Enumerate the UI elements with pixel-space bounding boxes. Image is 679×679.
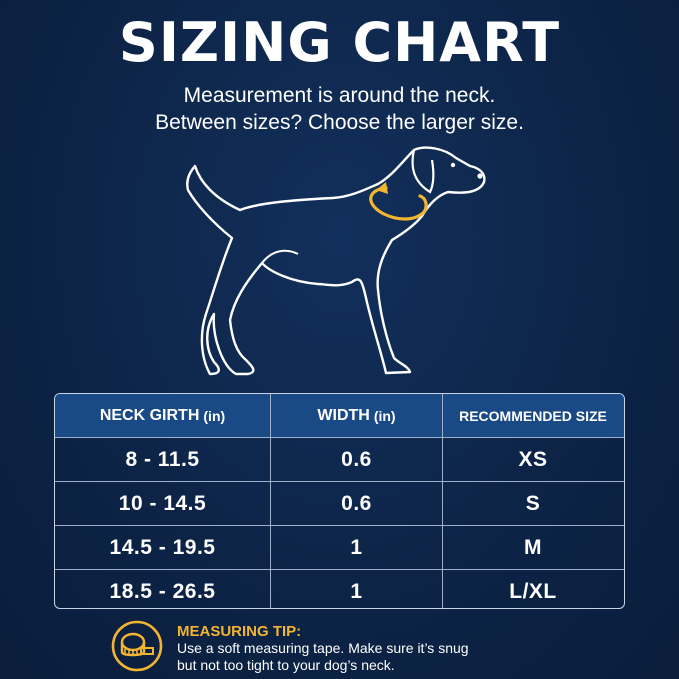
- dog-back-leg-line: [261, 249, 299, 264]
- cell-width: 1: [270, 570, 442, 608]
- header-recommended-size: RECOMMENDED SIZE: [442, 394, 623, 437]
- dog-nose: [477, 173, 483, 179]
- tip-text-line-1: Use a soft measuring tape. Make sure it’…: [177, 640, 469, 656]
- measuring-tape-icon: [111, 620, 163, 672]
- header-neck-girth: NECK GIRTH (in): [55, 394, 270, 437]
- neck-arrow-head: [376, 182, 388, 194]
- cell-neck-girth: 18.5 - 26.5: [109, 579, 216, 603]
- cell-width: 1: [270, 526, 442, 569]
- dog-ear: [411, 149, 435, 194]
- cell-width: 0.6: [270, 438, 442, 481]
- cell-size: M: [442, 526, 623, 569]
- header-neck-girth-unit: (in): [203, 407, 226, 424]
- dog-outline-icon: [186, 146, 486, 376]
- table-row: 8 - 11.5 0.6 XS: [55, 437, 624, 481]
- cell-neck-girth: 10 - 14.5: [118, 491, 207, 515]
- table-row: 10 - 14.5 0.6 S: [55, 481, 624, 525]
- tip-title: MEASURING TIP:: [177, 623, 302, 640]
- neck-measuring-arrow: [369, 186, 428, 221]
- header-width-label: WIDTH: [317, 406, 370, 424]
- header-width: WIDTH (in): [270, 394, 442, 437]
- sizing-table: NECK GIRTH (in) WIDTH (in) RECOMMENDED S…: [54, 393, 625, 609]
- subtitle-line-1: Measurement is around the neck.: [183, 84, 496, 107]
- cell-neck-girth: 8 - 11.5: [125, 447, 200, 471]
- page-title: SIZING CHART: [118, 11, 561, 74]
- cell-size: XS: [442, 438, 623, 481]
- cell-neck-girth: 14.5 - 19.5: [109, 535, 216, 559]
- dog-eye: [450, 162, 456, 168]
- tip-text-line-2: but not too tight to your dog’s neck.: [177, 657, 395, 673]
- header-recommended-size-label: RECOMMENDED SIZE: [459, 407, 607, 424]
- subtitle-line-2: Between sizes? Choose the larger size.: [155, 111, 524, 134]
- dog-body-outline: [186, 146, 486, 376]
- table-row: 18.5 - 26.5 1 L/XL: [55, 569, 624, 608]
- tip-text: Use a soft measuring tape. Make sure it’…: [177, 640, 557, 674]
- table-header-row: NECK GIRTH (in) WIDTH (in) RECOMMENDED S…: [55, 394, 624, 437]
- cell-width: 0.6: [270, 482, 442, 525]
- header-width-unit: (in): [373, 407, 396, 424]
- header-neck-girth-label: NECK GIRTH: [99, 406, 200, 424]
- table-row: 14.5 - 19.5 1 M: [55, 525, 624, 569]
- cell-size: S: [442, 482, 623, 525]
- subtitle: Measurement is around the neck. Between …: [0, 82, 679, 136]
- cell-size: L/XL: [442, 570, 623, 608]
